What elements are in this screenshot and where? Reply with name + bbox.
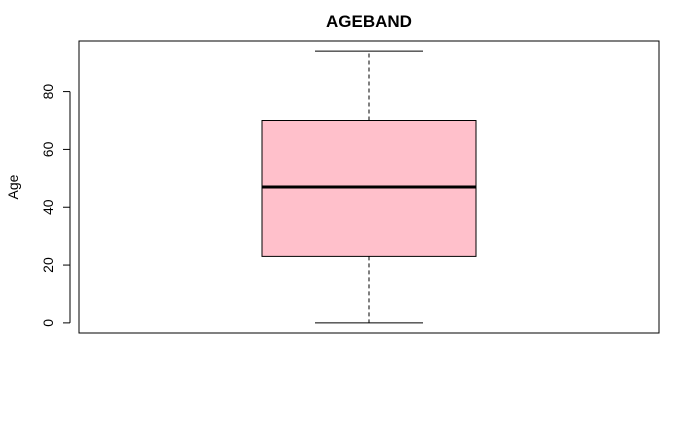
y-axis-label: Age <box>5 174 21 199</box>
y-tick-label: 80 <box>40 84 56 100</box>
chart-title: AGEBAND <box>326 12 412 31</box>
y-tick-label: 60 <box>40 141 56 157</box>
y-tick-label: 40 <box>40 199 56 215</box>
y-axis: 0 20 40 60 80 <box>40 84 71 327</box>
box-group <box>261 50 477 324</box>
y-tick-label: 0 <box>40 319 56 327</box>
plot-frame <box>78 40 660 334</box>
y-tick-label: 20 <box>40 257 56 273</box>
